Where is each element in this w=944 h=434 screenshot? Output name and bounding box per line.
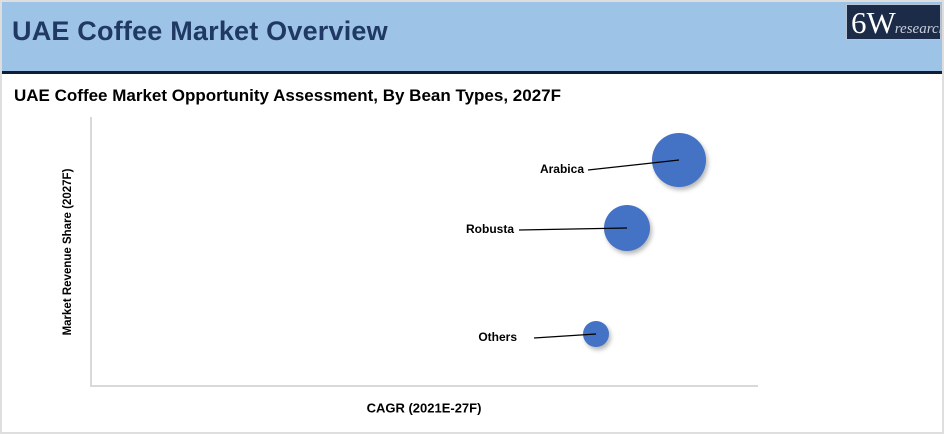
leader-line-robusta — [518, 227, 628, 231]
slide-header-band: UAE Coffee Market Overview 6W research — [2, 2, 942, 71]
chart-title: UAE Coffee Market Opportunity Assessment… — [14, 86, 561, 105]
plot-area: Arabica Robusta Others — [90, 117, 758, 387]
leader-line-others — [533, 333, 597, 339]
logo-research-text: research — [894, 21, 940, 37]
x-axis-label: CAGR (2021E-27F) — [366, 400, 482, 416]
leader-line-arabica — [587, 159, 680, 171]
page-title: UAE Coffee Market Overview — [12, 16, 388, 46]
y-axis-label: Market Revenue Share (2027F) — [62, 168, 74, 336]
bubble-label-others: Others — [478, 330, 517, 344]
6wresearch-logo: 6W research — [846, 4, 941, 40]
logo-6w-text: 6W — [851, 5, 896, 40]
bubble-label-robusta: Robusta — [466, 222, 514, 236]
bubble-plot-svg: Arabica Robusta Others — [466, 133, 706, 347]
bubble-label-arabica: Arabica — [540, 162, 584, 176]
header-divider-line — [2, 71, 942, 74]
